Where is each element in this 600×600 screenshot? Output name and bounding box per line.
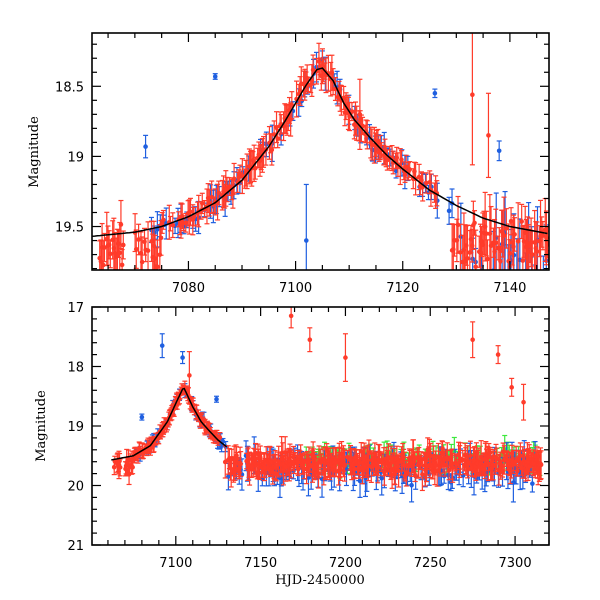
y-tick-label: 20 — [67, 480, 84, 495]
blue-outlier-point — [180, 351, 186, 365]
bottom-y-axis-label: Magnitude — [34, 390, 49, 462]
blue-outlier-point — [159, 333, 165, 359]
red-data-point — [101, 232, 107, 263]
red-outlier-point — [357, 78, 363, 150]
red-data-point — [503, 208, 509, 249]
red-data-point — [457, 223, 463, 270]
red-outlier-point — [521, 383, 527, 421]
red-data-point — [231, 162, 237, 195]
y-tick-label: 21 — [67, 539, 84, 554]
red-data-point — [543, 210, 549, 266]
bottom-x-axis-label: HJD-2450000 — [275, 573, 365, 588]
red-data-point — [190, 204, 196, 236]
y-tick-label: 19 — [67, 420, 84, 435]
x-tick-label: 7140 — [493, 281, 526, 296]
red-outlier-point — [509, 377, 515, 397]
red-data-point — [484, 239, 490, 270]
top-panel-frame — [91, 32, 550, 271]
x-tick-label: 7100 — [159, 556, 192, 571]
red-outlier-point — [288, 307, 294, 329]
red-data-point — [519, 203, 525, 240]
red-data-point — [273, 466, 279, 482]
red-data-point — [206, 189, 212, 217]
blue-outlier-point — [214, 395, 220, 403]
blue-outlier-point — [432, 88, 438, 99]
red-outlier-point — [485, 92, 491, 179]
red-outlier-point — [186, 351, 192, 400]
red-data-point — [120, 230, 126, 260]
red-data-point — [423, 172, 429, 194]
red-data-point — [512, 217, 518, 252]
x-tick-label: 7080 — [172, 281, 205, 296]
red-data-point — [514, 465, 520, 477]
red-data-point — [538, 450, 544, 480]
blue-outlier-point — [139, 413, 145, 421]
red-data-point — [310, 54, 316, 86]
red-data-point — [412, 468, 418, 483]
y-tick-label: 17 — [67, 301, 84, 316]
red-data-point — [247, 451, 253, 486]
x-tick-label: 7200 — [329, 556, 362, 571]
red-outlier-point — [495, 345, 501, 365]
red-data-point — [261, 135, 267, 168]
x-tick-label: 7120 — [386, 281, 419, 296]
red-data-point — [515, 202, 521, 270]
red-data-point — [187, 197, 193, 226]
red-data-point — [403, 154, 409, 179]
red-data-point — [216, 180, 222, 206]
y-tick-label: 18.5 — [55, 80, 84, 95]
blue-outlier-point — [212, 73, 218, 80]
red-outlier-point — [469, 33, 475, 166]
red-data-point — [450, 452, 456, 483]
x-tick-label: 7150 — [244, 556, 277, 571]
red-outlier-point — [470, 321, 476, 359]
top-panel: 7080 7100 7120 7140 18.5 19 19.5 Magnitude — [27, 32, 550, 304]
red-data-point — [107, 239, 113, 269]
red-data-point — [238, 451, 244, 478]
bottom-model-curve — [111, 387, 228, 461]
red-data-point — [269, 134, 275, 166]
blue-outlier-point — [303, 183, 309, 270]
red-data-point — [522, 205, 528, 260]
red-data-point — [183, 212, 189, 233]
y-tick-label: 19 — [67, 150, 84, 165]
y-tick-label: 19.5 — [55, 221, 84, 236]
model-curve-line — [111, 387, 228, 461]
red-data-point — [491, 451, 497, 463]
red-data-point — [133, 229, 139, 269]
blue-data-point — [461, 274, 466, 304]
top-data-points — [97, 33, 549, 304]
red-data-point — [366, 439, 372, 467]
y-tick-label: 18 — [67, 361, 84, 376]
bottom-axis-ticks: 7100 7150 7200 7250 7300 17 18 19 20 21 — [67, 301, 550, 571]
blue-outlier-point — [496, 140, 502, 162]
red-data-point — [139, 236, 145, 270]
red-outlier-point — [307, 327, 313, 353]
red-data-point — [295, 462, 301, 477]
x-tick-label: 7300 — [499, 556, 532, 571]
bottom-panel-frame — [91, 306, 550, 546]
red-data-point — [170, 212, 176, 239]
red-data-point — [118, 199, 124, 250]
x-tick-label: 7100 — [279, 281, 312, 296]
top-model-curve — [92, 67, 548, 238]
x-tick-label: 7250 — [414, 556, 447, 571]
bottom-panel: 7100 7150 7200 7250 7300 17 18 19 20 21 Magnitude… — [34, 301, 550, 588]
red-data-point — [222, 445, 228, 479]
red-data-point — [154, 239, 160, 270]
red-data-point — [493, 208, 499, 270]
red-data-point — [191, 206, 197, 227]
blue-data-point — [532, 264, 538, 270]
top-axis-ticks: 7080 7100 7120 7140 18.5 19 19.5 — [55, 33, 549, 296]
red-data-point — [288, 450, 294, 479]
top-y-axis-label: Magnitude — [27, 116, 42, 188]
red-data-point — [501, 196, 507, 270]
red-outlier-point — [342, 333, 348, 382]
model-curve-line — [92, 67, 548, 238]
blue-outlier-point — [143, 134, 149, 159]
